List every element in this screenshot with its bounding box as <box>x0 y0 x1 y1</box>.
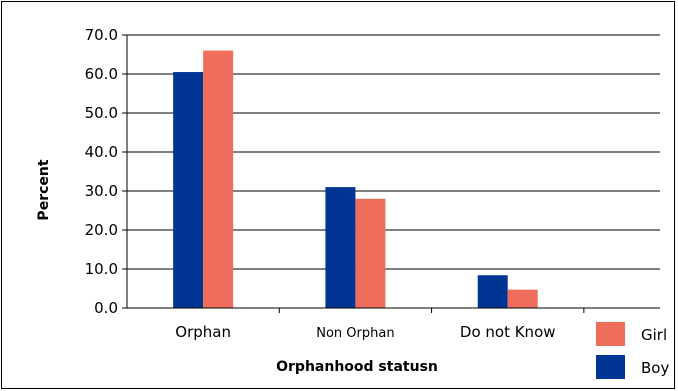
bar-girl <box>203 50 234 308</box>
x-category-label: Non Orphan <box>316 326 394 341</box>
y-tick-label: 20.0 <box>85 221 118 239</box>
legend-swatch-boy <box>596 355 625 379</box>
y-tick-label: 50.0 <box>85 104 118 122</box>
bar-boy <box>477 275 508 308</box>
bar-boy <box>173 72 204 308</box>
y-tick-label: 10.0 <box>85 260 118 278</box>
bar-boy <box>325 187 356 308</box>
y-tick-labels: 0.0 10.0 20.0 30.0 40.0 50.0 60.0 70.0 <box>85 26 118 317</box>
bars <box>173 50 538 308</box>
bar-girl <box>507 289 538 308</box>
y-tick-label: 40.0 <box>85 143 118 161</box>
x-category-label: Orphan <box>175 323 231 341</box>
y-axis-title: Percent <box>36 159 52 220</box>
x-category-label: Do not Know <box>460 323 556 341</box>
y-tick-label: 30.0 <box>85 182 118 200</box>
legend: Girl Boy <box>596 322 669 379</box>
axes <box>126 35 660 313</box>
legend-label-boy: Boy <box>641 359 669 377</box>
legend-label-girl: Girl <box>641 326 667 344</box>
y-tick-label: 60.0 <box>85 65 118 83</box>
y-tick-label: 0.0 <box>94 299 118 317</box>
bar-girl <box>355 198 386 308</box>
x-axis-title: Orphanhood statusn <box>276 359 438 375</box>
x-category-labels: Orphan Non Orphan Do not Know <box>175 323 555 341</box>
legend-swatch-girl <box>596 322 625 346</box>
y-tick-label: 70.0 <box>85 26 118 44</box>
